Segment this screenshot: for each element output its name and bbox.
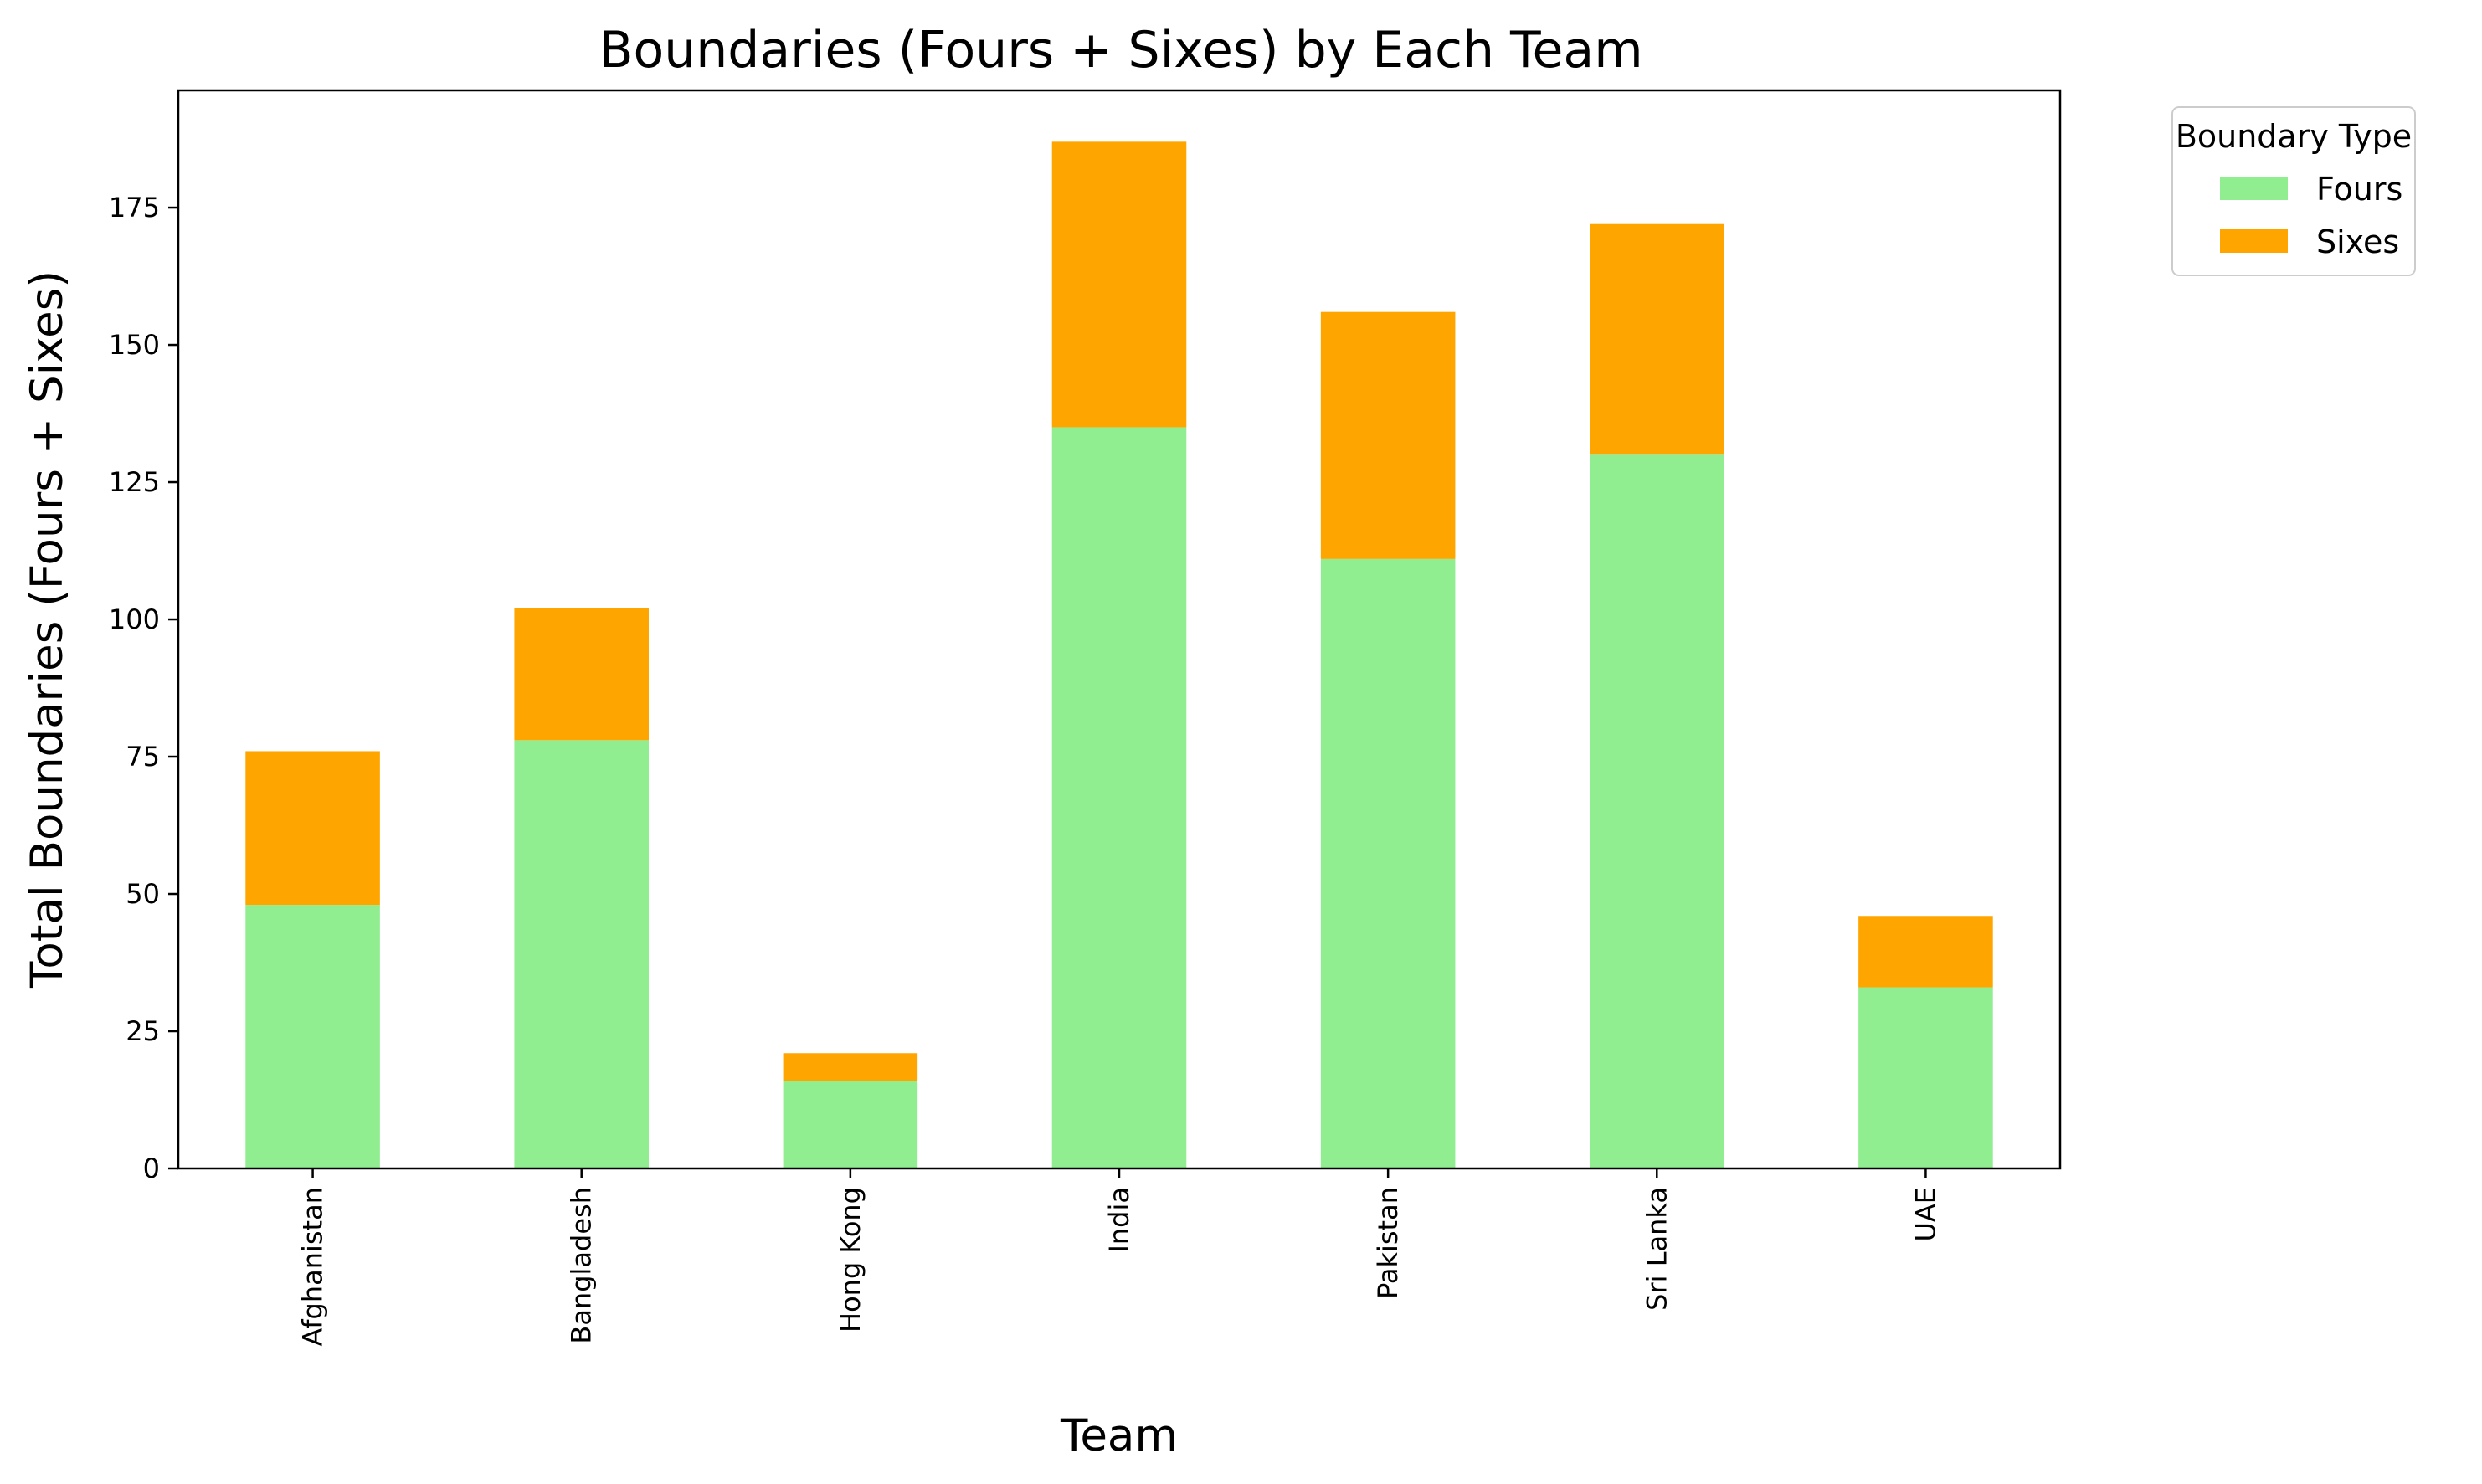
legend-swatch-sixes	[2220, 229, 2288, 253]
x-tick-label: India	[1103, 1187, 1135, 1253]
y-axis: 0 25 50 75 100 125 150 175	[109, 192, 178, 1184]
bar-sixes-uae	[1858, 916, 1993, 988]
chart-title: Boundaries (Fours + Sixes) by Each Team	[599, 21, 1642, 80]
legend-swatch-fours	[2220, 177, 2288, 200]
bar-fours-uae	[1858, 987, 1993, 1168]
y-tick-label: 0	[143, 1153, 160, 1184]
y-axis-label: Total Boundaries (Fours + Sixes)	[22, 270, 73, 989]
bar-fours-hong-kong	[783, 1081, 918, 1168]
x-tick-label: Pakistan	[1372, 1187, 1404, 1299]
y-tick-label: 150	[109, 329, 160, 361]
y-tick-label: 25	[126, 1015, 160, 1047]
y-tick-label: 75	[126, 741, 160, 773]
x-tick-label: Sri Lanka	[1641, 1187, 1673, 1311]
legend: Boundary Type Fours Sixes	[2171, 106, 2416, 276]
bar-fours-bangladesh	[514, 740, 649, 1168]
x-tick-label: Afghanistan	[297, 1187, 329, 1347]
legend-label-fours: Fours	[2316, 171, 2402, 208]
x-axis: Afghanistan Bangladesh Hong Kong India Pakis…	[297, 1168, 1941, 1347]
y-tick-label: 125	[109, 466, 160, 498]
x-axis-label: Team	[1060, 1410, 1178, 1461]
bars-group	[245, 141, 1993, 1168]
bar-fours-india	[1051, 427, 1187, 1168]
bar-fours-afghanistan	[245, 905, 380, 1168]
bar-fours-sri-lanka	[1590, 454, 1724, 1168]
bar-fours-pakistan	[1320, 558, 1456, 1168]
y-tick-label: 50	[126, 878, 160, 910]
x-tick-label: Bangladesh	[566, 1187, 598, 1344]
x-tick-label: UAE	[1909, 1187, 1941, 1242]
bar-sixes-sri-lanka	[1590, 223, 1724, 455]
legend-title: Boundary Type	[2176, 118, 2412, 155]
y-tick-label: 175	[109, 192, 160, 223]
bar-sixes-hong-kong	[783, 1053, 918, 1081]
legend-label-sixes: Sixes	[2316, 223, 2399, 260]
bar-sixes-bangladesh	[514, 608, 649, 741]
x-tick-label: Hong Kong	[835, 1187, 866, 1333]
bar-sixes-india	[1051, 141, 1187, 428]
y-tick-label: 100	[109, 603, 160, 635]
bar-sixes-pakistan	[1320, 311, 1456, 559]
bar-sixes-afghanistan	[245, 751, 380, 906]
